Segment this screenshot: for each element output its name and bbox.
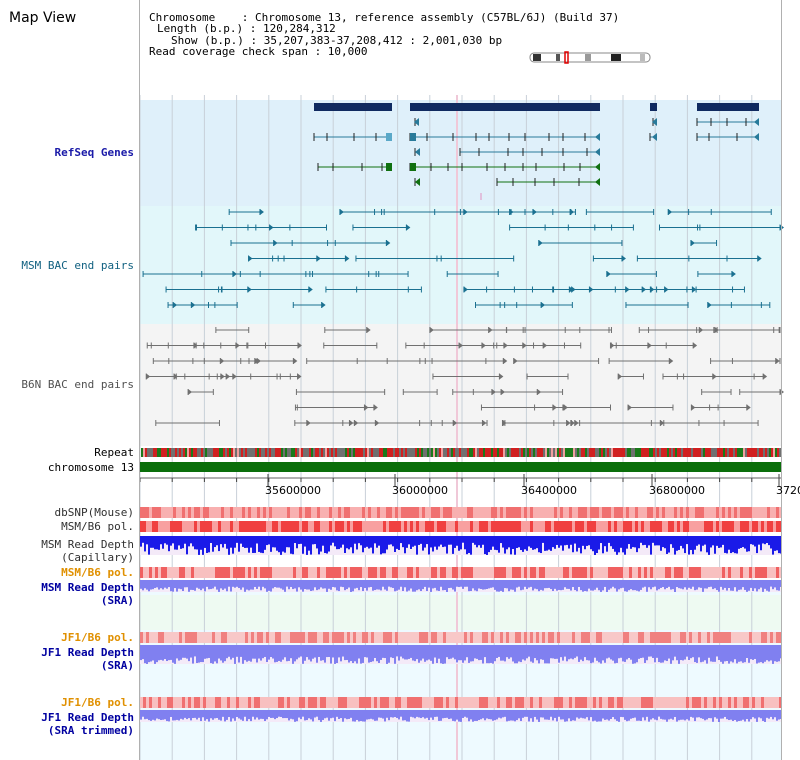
- refseq-genes-track[interactable]: [313, 103, 759, 200]
- tick-label-35600000: 35600000: [265, 484, 321, 497]
- info-chromosome: Chromosome : Chromosome 13, reference as…: [149, 11, 620, 24]
- b6n-bac-pairs-track[interactable]: [145, 327, 784, 426]
- label-refseq-genes[interactable]: RefSeq Genes: [54, 146, 134, 159]
- tick-label-36000000: 36000000: [392, 484, 448, 497]
- label-msm-depth-cap-2: (Capillary): [61, 551, 134, 564]
- label-jf1-depth-sra-2: (SRA): [100, 659, 134, 672]
- repeat-track[interactable]: [141, 448, 781, 457]
- right-border: [781, 0, 782, 760]
- tick-label-36800000: 36800000: [649, 484, 705, 497]
- left-border: [139, 0, 140, 760]
- label-b6n-bac[interactable]: B6N BAC end pairs: [21, 378, 134, 391]
- chromosome-bar[interactable]: [140, 462, 781, 472]
- info-coverage-span: Read coverage check span : 10,000: [149, 45, 368, 59]
- tick-label-36400000: 36400000: [521, 484, 577, 497]
- info-length: Length (b.p.) : 120,284,312: [157, 22, 336, 36]
- label-repeat[interactable]: Repeat: [94, 446, 134, 459]
- chromosome-ideogram[interactable]: [529, 51, 651, 64]
- heatmap-tracks[interactable]: [140, 507, 782, 722]
- label-msm-depth-cap-1[interactable]: MSM Read Depth: [41, 538, 134, 551]
- label-msm-bac[interactable]: MSM BAC end pairs: [21, 259, 134, 272]
- msm-sra-bg: [140, 595, 781, 630]
- chromosome-info: Chromosome : Chromosome 13, reference as…: [149, 12, 619, 58]
- label-msm-depth-sra-2: (SRA): [100, 594, 134, 607]
- msm-bac-track-bg: [140, 206, 781, 324]
- label-dbsnp[interactable]: dbSNP(Mouse): [54, 506, 134, 519]
- label-jf1-depth-trim-1[interactable]: JF1 Read Depth: [41, 711, 134, 724]
- position-axis: [139, 474, 781, 486]
- label-msm-b6-pol-2[interactable]: MSM/B6 pol.: [61, 566, 134, 579]
- page-title: Map View: [9, 10, 77, 26]
- label-jf1-b6-pol-2[interactable]: JF1/B6 pol.: [61, 696, 134, 709]
- label-msm-depth-sra-1[interactable]: MSM Read Depth: [41, 581, 134, 594]
- msm-bac-pairs-track[interactable]: [142, 209, 784, 308]
- label-msm-b6-pol-1[interactable]: MSM/B6 pol.: [61, 520, 134, 533]
- label-jf1-b6-pol-1[interactable]: JF1/B6 pol.: [61, 631, 134, 644]
- tick-label-3720: 3720: [776, 484, 800, 497]
- label-jf1-depth-trim-2: (SRA trimmed): [47, 724, 134, 737]
- info-show: Show (b.p.) : 35,207,383-37,208,412 : 2,…: [171, 33, 503, 47]
- label-jf1-depth-sra-1[interactable]: JF1 Read Depth: [41, 646, 134, 659]
- label-chromosome[interactable]: chromosome 13: [47, 461, 134, 474]
